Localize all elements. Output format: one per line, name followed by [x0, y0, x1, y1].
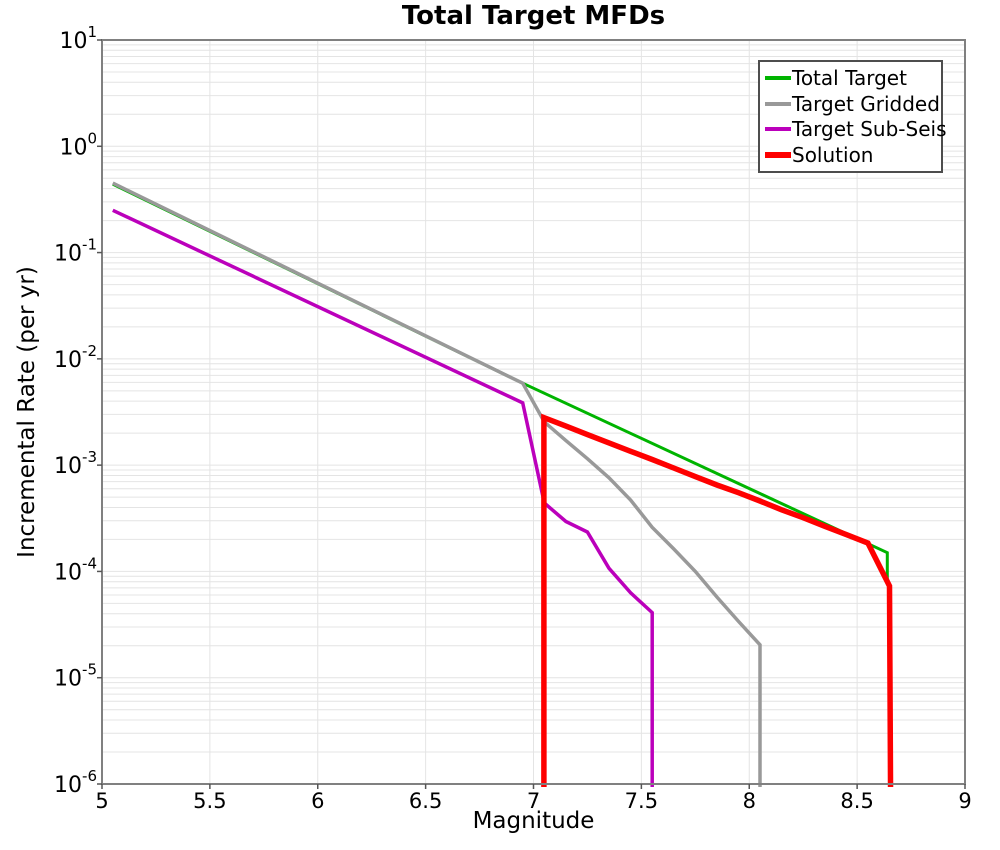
y-tick-label: 10-3 — [54, 448, 97, 479]
series-line-total-target — [112, 182, 889, 583]
series-line-target-gridded — [112, 181, 762, 787]
x-tick-label: 7.5 — [625, 789, 658, 813]
y-axis-label: Incremental Rate (per yr) — [14, 266, 40, 558]
legend-item: Total Target — [765, 66, 937, 90]
y-tick-label: 10-1 — [54, 236, 97, 267]
legend-label: Total Target — [792, 65, 907, 90]
y-tick-label: 10-2 — [54, 342, 97, 373]
series-line-solution — [541, 413, 894, 787]
x-axis: 5 5.5 6 6.5 7 7.5 8 8.5 9 — [95, 784, 972, 813]
chart-title: Total Target MFDs — [401, 1, 666, 31]
legend-label: Target Gridded — [792, 91, 940, 116]
legend: Total Target Target Gridded Target Sub-Sei… — [758, 60, 947, 173]
x-tick-label: 7 — [527, 789, 540, 813]
y-tick-label: 10-5 — [54, 661, 97, 692]
x-tick-label: 6 — [311, 789, 324, 813]
y-tick-label: 10-6 — [54, 767, 97, 798]
x-axis-label: Magnitude — [472, 808, 595, 834]
y-tick-label: 101 — [59, 23, 97, 54]
legend-item: Target Gridded — [765, 91, 940, 116]
legend-label: Target Sub-Seis — [792, 117, 947, 142]
x-tick-label: 9 — [958, 789, 971, 813]
legend-line-swatch — [765, 152, 791, 159]
x-tick-label: 5.5 — [193, 789, 226, 813]
legend-item: Target Sub-Seis — [765, 117, 947, 141]
legend-line-swatch — [765, 127, 791, 132]
y-axis: 101 100 10-1 10-2 10-3 10-4 10-5 10-6 — [54, 23, 102, 798]
x-tick-label: 5 — [95, 789, 108, 813]
legend-label: Solution — [792, 143, 874, 168]
series-group — [112, 181, 894, 787]
y-tick-label: 100 — [59, 129, 97, 160]
x-tick-label: 6.5 — [409, 789, 442, 813]
legend-line-swatch — [765, 75, 791, 80]
x-tick-label: 8.5 — [840, 789, 873, 813]
y-tick-label: 10-4 — [54, 554, 97, 585]
legend-line-swatch — [765, 101, 791, 106]
legend-item: Solution — [765, 143, 937, 167]
series-line-target-sub-seis — [112, 208, 654, 787]
x-tick-label: 8 — [743, 789, 756, 813]
gridlines — [102, 40, 965, 784]
